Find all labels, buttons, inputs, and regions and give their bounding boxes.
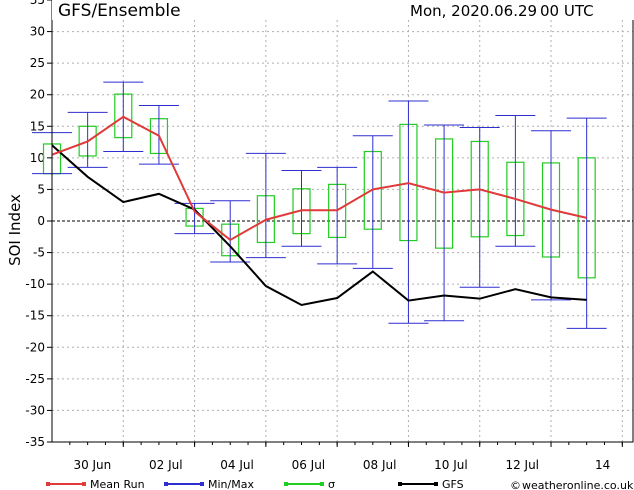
copyright-icon: © bbox=[510, 479, 521, 490]
legend-gfs: GFS bbox=[398, 478, 464, 490]
y-tick-label: -15 bbox=[25, 309, 45, 323]
x-axis: 30 Jun 02 Jul 04 Jul 06 Jul 08 Jul 10 Jul 12 J… bbox=[69, 442, 623, 472]
legend: Mean Run Min/Max σ GFS bbox=[46, 478, 464, 490]
y-tick-label: 10 bbox=[30, 151, 45, 165]
header-background bbox=[52, 0, 634, 20]
x-tick-label: 10 Jul bbox=[434, 458, 468, 472]
plot-frame bbox=[51, 0, 634, 443]
y-tick-label: -30 bbox=[25, 403, 45, 417]
y-tick-label: 0 bbox=[37, 214, 45, 228]
y-tick-label: -10 bbox=[25, 277, 45, 291]
sigma-boxes bbox=[42, 93, 596, 279]
x-tick-label: 30 Jun bbox=[73, 458, 111, 472]
legend-label: Mean Run bbox=[90, 478, 145, 490]
legend-label: GFS bbox=[442, 478, 464, 490]
x-tick-label: 06 Jul bbox=[292, 458, 326, 472]
minmax-whiskers bbox=[32, 81, 607, 329]
x-tick-label: 04 Jul bbox=[220, 458, 254, 472]
x-tick-label: 02 Jul bbox=[149, 458, 183, 472]
y-tick-label: -25 bbox=[25, 372, 45, 386]
x-tick-label: 08 Jul bbox=[363, 458, 397, 472]
legend-mean-run: Mean Run bbox=[46, 478, 145, 490]
legend-swatch-marker bbox=[434, 482, 438, 486]
legend-swatch-marker bbox=[82, 482, 86, 486]
y-tick-label: 15 bbox=[30, 119, 45, 133]
y-tick-label: -35 bbox=[25, 435, 45, 449]
legend-swatch-marker bbox=[320, 482, 324, 486]
legend-sigma: σ bbox=[284, 478, 335, 490]
legend-label: σ bbox=[328, 478, 335, 490]
legend-swatch-marker bbox=[46, 482, 50, 486]
y-axis-label: SOI Index bbox=[6, 194, 24, 266]
y-tick-label: -20 bbox=[25, 340, 45, 354]
legend-min-max: Min/Max bbox=[164, 478, 254, 490]
y-tick-label: 20 bbox=[30, 88, 45, 102]
legend-swatch-marker bbox=[200, 482, 204, 486]
credit-text: weatheronline.co.uk bbox=[522, 479, 634, 490]
gfs-series-line bbox=[51, 144, 587, 307]
y-tick-label: -5 bbox=[33, 246, 45, 260]
legend-label: Min/Max bbox=[208, 478, 254, 490]
x-tick-label: 14 bbox=[595, 458, 610, 472]
mean-run-series-line bbox=[51, 115, 587, 242]
chart-title: GFS/Ensemble bbox=[58, 1, 181, 21]
x-tick-label: 12 Jul bbox=[505, 458, 539, 472]
y-tick-label: 25 bbox=[30, 56, 45, 70]
y-tick-label: 5 bbox=[37, 182, 45, 196]
chart-run: 00 UTC bbox=[540, 2, 594, 20]
y-tick-label: 35 bbox=[30, 0, 45, 7]
legend-swatch-marker bbox=[284, 482, 288, 486]
y-tick-label: 30 bbox=[30, 25, 45, 39]
legend-swatch-marker bbox=[164, 482, 168, 486]
legend-swatch-marker bbox=[398, 482, 402, 486]
chart-date: Mon, 2020.06.29 bbox=[410, 2, 537, 20]
y-axis: 35 30 25 20 15 10 5 0 -5 -10 -15 -20 -25 -30 -35 bbox=[25, 0, 52, 449]
credit: © weatheronline.co.uk bbox=[510, 479, 634, 490]
